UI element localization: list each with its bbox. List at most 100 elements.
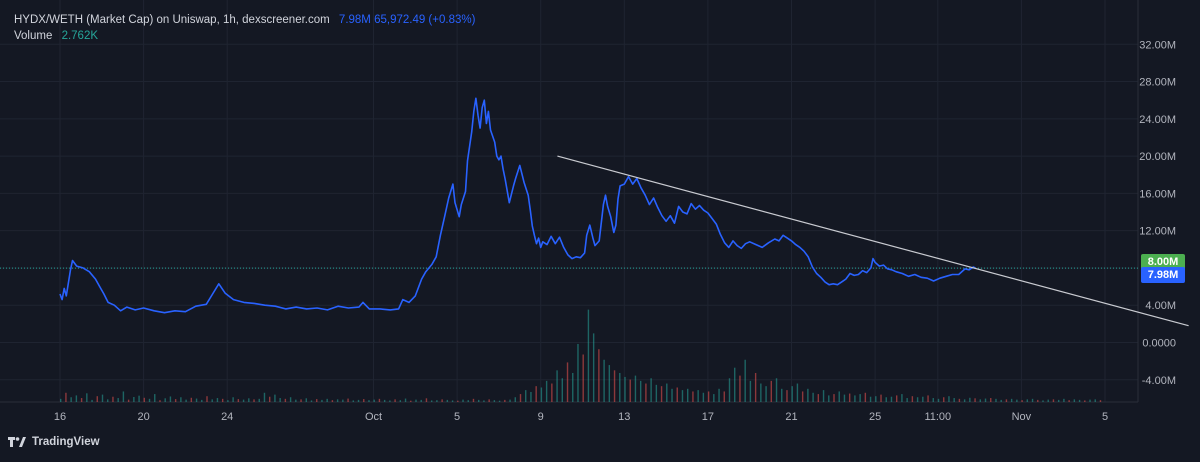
volume-bar xyxy=(127,399,130,402)
volume-bar xyxy=(598,349,600,402)
volume-bar xyxy=(478,399,480,402)
volume-bar xyxy=(786,390,788,402)
volume-bar xyxy=(394,399,396,402)
volume-bar xyxy=(530,391,532,402)
volume-bar xyxy=(551,383,553,402)
volume-bar xyxy=(1052,399,1055,402)
volume-bar xyxy=(1000,399,1002,402)
volume-bar xyxy=(770,380,772,402)
volume-bar xyxy=(838,391,840,402)
volume-bar xyxy=(974,398,976,402)
volume-bar xyxy=(148,398,151,402)
volume-bar xyxy=(896,395,898,402)
volume-bar xyxy=(86,393,88,402)
legend-price: 7.98M 65,972.49 (+0.83%) xyxy=(338,14,476,26)
volume-bar xyxy=(237,399,240,402)
volume-bar xyxy=(948,396,950,402)
y-tick-label: 28.00M xyxy=(1139,77,1176,89)
volume-bar xyxy=(535,386,537,402)
volume-bar xyxy=(744,359,746,402)
volume-bar xyxy=(420,399,422,402)
volume-bar xyxy=(117,398,119,402)
volume-bar xyxy=(1031,398,1034,402)
volume-bar xyxy=(1084,400,1086,402)
volume-bar xyxy=(545,380,548,402)
volume-bar xyxy=(655,384,658,402)
volume-bar xyxy=(577,343,579,402)
tradingview-logo-icon xyxy=(8,436,26,448)
volume-bar xyxy=(279,398,281,402)
volume-bar xyxy=(812,392,814,402)
volume-bar xyxy=(1010,398,1013,402)
y-tick-label: 32.00M xyxy=(1139,39,1176,51)
volume-bar xyxy=(451,400,454,402)
volume-bar xyxy=(75,395,78,402)
volume-bar xyxy=(472,398,475,402)
volume-bar xyxy=(1063,398,1065,402)
volume-bar xyxy=(467,400,469,402)
volume-bar xyxy=(639,380,642,402)
volume-bar xyxy=(91,399,93,402)
volume-bar xyxy=(645,383,647,402)
volume-bar xyxy=(629,379,631,402)
volume-bar xyxy=(284,398,287,402)
volume-bar xyxy=(692,391,694,402)
y-tick-label: 16.00M xyxy=(1139,188,1176,200)
volume-bar xyxy=(138,395,140,402)
volume-bar xyxy=(514,397,516,402)
volume-bar xyxy=(133,396,135,402)
volume-bar xyxy=(979,399,981,402)
volume-bar xyxy=(875,396,877,402)
volume-bar xyxy=(1068,400,1070,402)
volume-bar xyxy=(253,399,255,402)
volume-bar xyxy=(707,391,710,402)
volume-bar xyxy=(1047,399,1049,402)
x-tick-label: 16 xyxy=(54,411,66,423)
volume-bar xyxy=(995,398,997,402)
volume-bar xyxy=(687,388,689,402)
volume-bar xyxy=(943,397,945,402)
trendline[interactable] xyxy=(557,155,1189,327)
volume-bar xyxy=(436,400,438,402)
y-tick-label: -4.00M xyxy=(1142,375,1176,387)
volume-bar xyxy=(154,394,156,402)
volume-bar xyxy=(525,390,527,402)
volume-bar xyxy=(316,399,318,402)
volume-bar xyxy=(519,394,522,402)
volume-bar xyxy=(159,400,161,402)
legend-title-row: HYDX/WETH (Market Cap) on Uniswap, 1h, d… xyxy=(14,12,475,28)
y-tick-label: 4.00M xyxy=(1145,300,1176,312)
price-tag-upper: 8.00M xyxy=(1141,253,1185,270)
volume-bar xyxy=(331,400,334,402)
volume-bar xyxy=(958,398,961,402)
volume-bar xyxy=(493,400,496,402)
volume-bar xyxy=(60,398,62,402)
volume-bar xyxy=(869,396,872,402)
volume-bar xyxy=(540,387,543,402)
volume-bar xyxy=(718,388,720,402)
volume-bar xyxy=(807,388,809,402)
volume-bar xyxy=(509,399,511,402)
volume-bar xyxy=(561,378,563,402)
volume-bar xyxy=(833,394,835,402)
volume-bar xyxy=(796,383,799,402)
volume-bar xyxy=(295,399,297,402)
volume-bar xyxy=(269,396,271,402)
volume-bar xyxy=(713,394,715,402)
volume-bar xyxy=(258,398,260,402)
y-tick-label: 12.00M xyxy=(1139,226,1176,238)
volume-bar xyxy=(775,378,778,402)
volume-bar xyxy=(572,372,574,402)
volume-bar xyxy=(378,398,381,402)
volume-bar xyxy=(922,396,924,402)
volume-bar xyxy=(65,392,67,402)
volume-bar xyxy=(681,390,684,402)
volume-bar xyxy=(399,400,402,402)
volume-bar xyxy=(1078,399,1081,402)
volume-bar xyxy=(415,399,417,402)
volume-bar xyxy=(201,399,203,402)
tradingview-logo[interactable]: TradingView xyxy=(8,436,100,448)
x-tick-label: 24 xyxy=(221,411,233,423)
